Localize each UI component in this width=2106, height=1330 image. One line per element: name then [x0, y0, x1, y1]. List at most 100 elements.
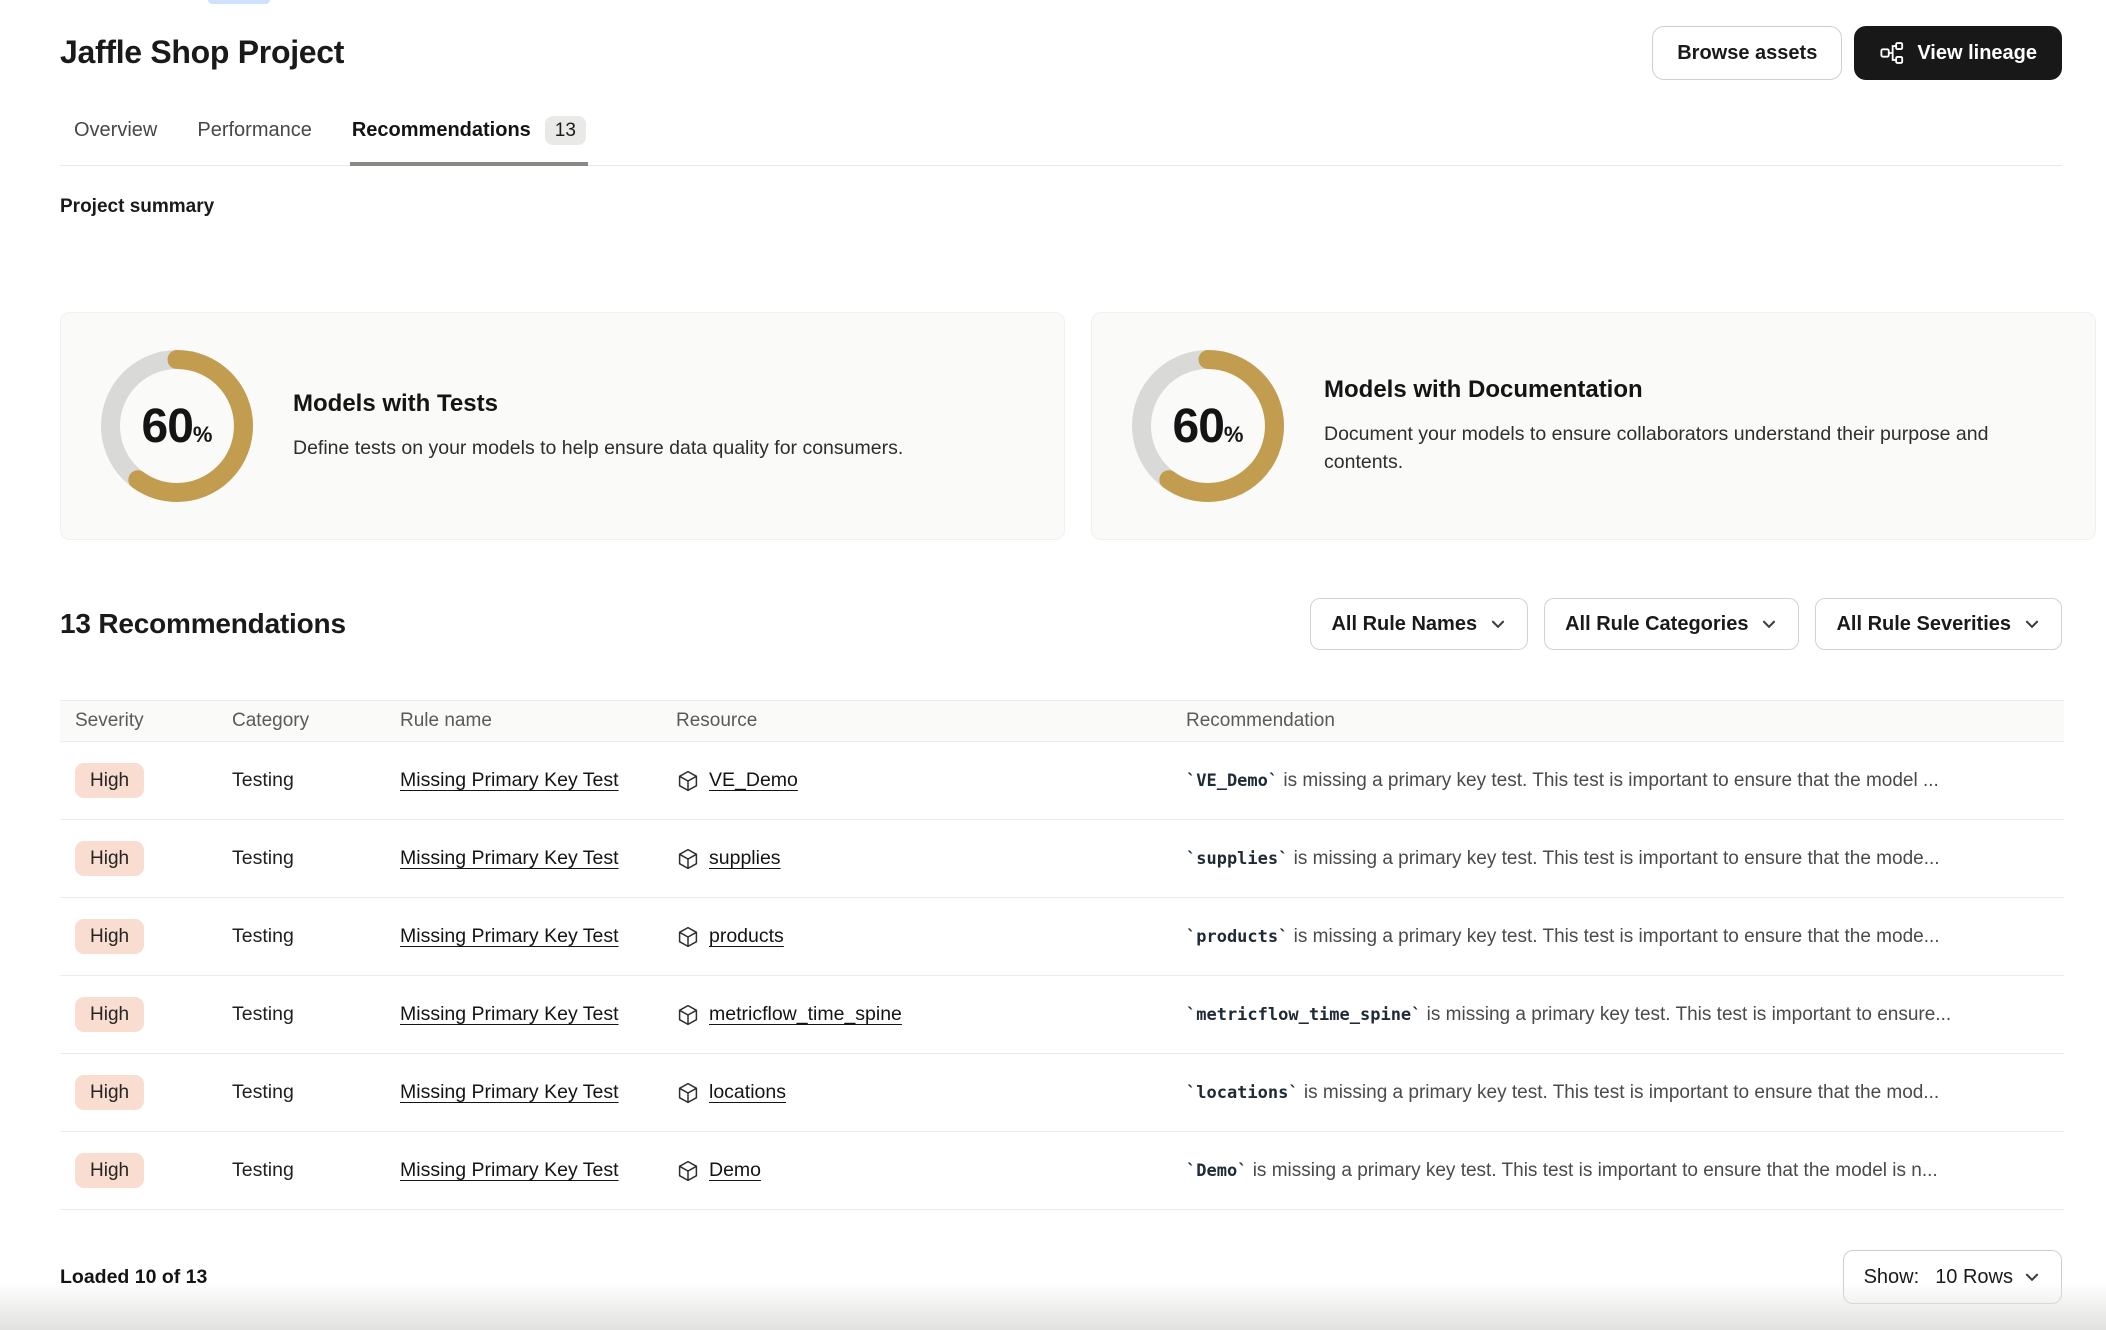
browse-assets-button[interactable]: Browse assets	[1652, 26, 1843, 80]
column-header-recommendation: Recommendation	[1186, 710, 1335, 731]
recommendations-count-badge: 13	[544, 116, 586, 145]
tab-overview[interactable]: Overview	[72, 116, 159, 165]
rule-names-filter[interactable]: All Rule Names	[1310, 598, 1529, 650]
tests-card-text: Models with Tests Define tests on your m…	[293, 390, 903, 462]
recommendation-text: is missing a primary key test. This test…	[1421, 1003, 1952, 1025]
category-cell: Testing	[232, 1159, 294, 1181]
view-lineage-button[interactable]: View lineage	[1854, 26, 2062, 80]
category-cell: Testing	[232, 1081, 294, 1103]
recommendation-cell: `products` is missing a primary key test…	[1186, 926, 2064, 948]
column-header-severity: Severity	[75, 710, 144, 731]
chevron-down-icon	[2023, 1268, 2041, 1286]
rule-severities-filter[interactable]: All Rule Severities	[1815, 598, 2062, 650]
model-cube-icon	[676, 925, 700, 949]
table-row: High Testing Missing Primary Key Test lo…	[60, 1054, 2064, 1132]
chevron-down-icon	[1760, 615, 1778, 633]
recommendations-heading: 13 Recommendations	[60, 608, 346, 639]
tab-overview-label: Overview	[74, 119, 158, 141]
tab-performance[interactable]: Performance	[195, 116, 314, 165]
docs-card-text: Models with Documentation Document your …	[1324, 376, 2024, 477]
rule-categories-filter[interactable]: All Rule Categories	[1544, 598, 1800, 650]
recommendation-cell: `VE_Demo` is missing a primary key test.…	[1186, 770, 2064, 792]
docs-card-title: Models with Documentation	[1324, 375, 1643, 403]
severity-badge: High	[75, 997, 145, 1032]
tests-percent: 60	[141, 399, 194, 453]
rule-name-link[interactable]: Missing Primary Key Test	[400, 925, 619, 947]
show-label: Show:	[1863, 1265, 1920, 1288]
rows-per-page-value: 10 Rows	[1935, 1265, 2013, 1288]
recommendation-text: is missing a primary key test. This test…	[1288, 925, 1940, 947]
recommendation-text: is missing a primary key test. This test…	[1278, 769, 1939, 791]
resource-link[interactable]: locations	[709, 1081, 786, 1103]
docs-donut-chart: 60 %	[1132, 350, 1284, 502]
resource-link[interactable]: VE_Demo	[709, 769, 798, 791]
category-cell: Testing	[232, 769, 294, 791]
rows-per-page-dropdown[interactable]: Show: 10 Rows	[1842, 1250, 2062, 1304]
docs-percent: 60	[1172, 399, 1225, 453]
chevron-down-icon	[2023, 615, 2041, 633]
tab-recommendations[interactable]: Recommendations 13	[349, 116, 589, 166]
summary-cards: 60 % Models with Tests Define tests on y…	[60, 312, 2096, 540]
recommendations-table: Severity Category Rule name Resource Rec…	[60, 700, 2064, 1210]
recommendations-header: 13 Recommendations All Rule Names All Ru…	[60, 598, 2062, 650]
model-cube-icon	[676, 1159, 700, 1183]
recommendation-code: `VE_Demo`	[1186, 770, 1279, 791]
resource-link[interactable]: products	[709, 925, 784, 947]
recommendation-code: `Demo`	[1186, 1160, 1248, 1181]
lineage-graph-icon	[1879, 40, 1905, 66]
browse-assets-label: Browse assets	[1677, 41, 1818, 64]
column-header-rule-name: Rule name	[400, 710, 492, 731]
resource-link[interactable]: metricflow_time_spine	[709, 1003, 902, 1025]
docs-percent-suffix: %	[1223, 422, 1244, 447]
models-with-documentation-card: 60 % Models with Documentation Document …	[1091, 312, 2096, 540]
table-row: High Testing Missing Primary Key Test me…	[60, 976, 2064, 1054]
resource-link[interactable]: Demo	[709, 1159, 762, 1181]
recommendation-cell: `supplies` is missing a primary key test…	[1186, 848, 2064, 870]
docs-donut-value: 60 %	[1132, 350, 1284, 502]
rule-name-link[interactable]: Missing Primary Key Test	[400, 1159, 619, 1181]
docs-card-description: Document your models to ensure collabora…	[1324, 422, 1989, 473]
loaded-count-label: Loaded 10 of 13	[60, 1265, 208, 1288]
rule-name-link[interactable]: Missing Primary Key Test	[400, 769, 619, 791]
top-edge-remnant	[208, 0, 270, 4]
rule-severities-filter-label: All Rule Severities	[1836, 612, 2011, 635]
table-row: High Testing Missing Primary Key Test De…	[60, 1132, 2064, 1210]
model-cube-icon	[676, 769, 700, 793]
tests-donut-chart: 60 %	[101, 350, 253, 502]
category-cell: Testing	[232, 925, 294, 947]
chevron-down-icon	[1489, 615, 1507, 633]
header-actions: Browse assets View lineage	[1652, 26, 2062, 80]
severity-badge: High	[75, 919, 145, 954]
severity-badge: High	[75, 841, 145, 876]
rule-name-link[interactable]: Missing Primary Key Test	[400, 1081, 619, 1103]
recommendation-text: is missing a primary key test. This test…	[1247, 1159, 1938, 1181]
recommendation-cell: `metricflow_time_spine` is missing a pri…	[1186, 1004, 2064, 1026]
rule-names-filter-label: All Rule Names	[1331, 612, 1478, 635]
rule-name-link[interactable]: Missing Primary Key Test	[400, 1003, 619, 1025]
model-cube-icon	[676, 1003, 700, 1027]
tests-card-title: Models with Tests	[293, 389, 498, 417]
table-row: High Testing Missing Primary Key Test pr…	[60, 898, 2064, 976]
models-with-tests-card: 60 % Models with Tests Define tests on y…	[60, 312, 1065, 540]
rule-name-link[interactable]: Missing Primary Key Test	[400, 847, 619, 869]
recommendation-text: is missing a primary key test. This test…	[1288, 847, 1940, 869]
tests-card-description: Define tests on your models to help ensu…	[293, 436, 904, 459]
recommendation-code: `supplies`	[1186, 848, 1289, 869]
table-row: High Testing Missing Primary Key Test VE…	[60, 742, 2064, 820]
resource-link[interactable]: supplies	[709, 847, 781, 869]
model-cube-icon	[676, 847, 700, 871]
column-header-resource: Resource	[676, 710, 758, 731]
column-header-category: Category	[232, 710, 310, 731]
table-row: High Testing Missing Primary Key Test su…	[60, 820, 2064, 898]
table-footer: Loaded 10 of 13 Show: 10 Rows	[60, 1250, 2062, 1304]
recommendation-cell: `Demo` is missing a primary key test. Th…	[1186, 1160, 2064, 1182]
tab-bar: Overview Performance Recommendations 13	[60, 116, 2062, 166]
severity-badge: High	[75, 1075, 145, 1110]
page-title: Jaffle Shop Project	[60, 34, 345, 70]
recommendation-code: `products`	[1186, 926, 1289, 947]
recommendation-code: `locations`	[1186, 1082, 1299, 1103]
page-header: Jaffle Shop Project Browse assets View l…	[0, 0, 2106, 80]
category-cell: Testing	[232, 1003, 294, 1025]
tests-percent-suffix: %	[192, 422, 213, 447]
view-lineage-label: View lineage	[1917, 41, 2037, 64]
